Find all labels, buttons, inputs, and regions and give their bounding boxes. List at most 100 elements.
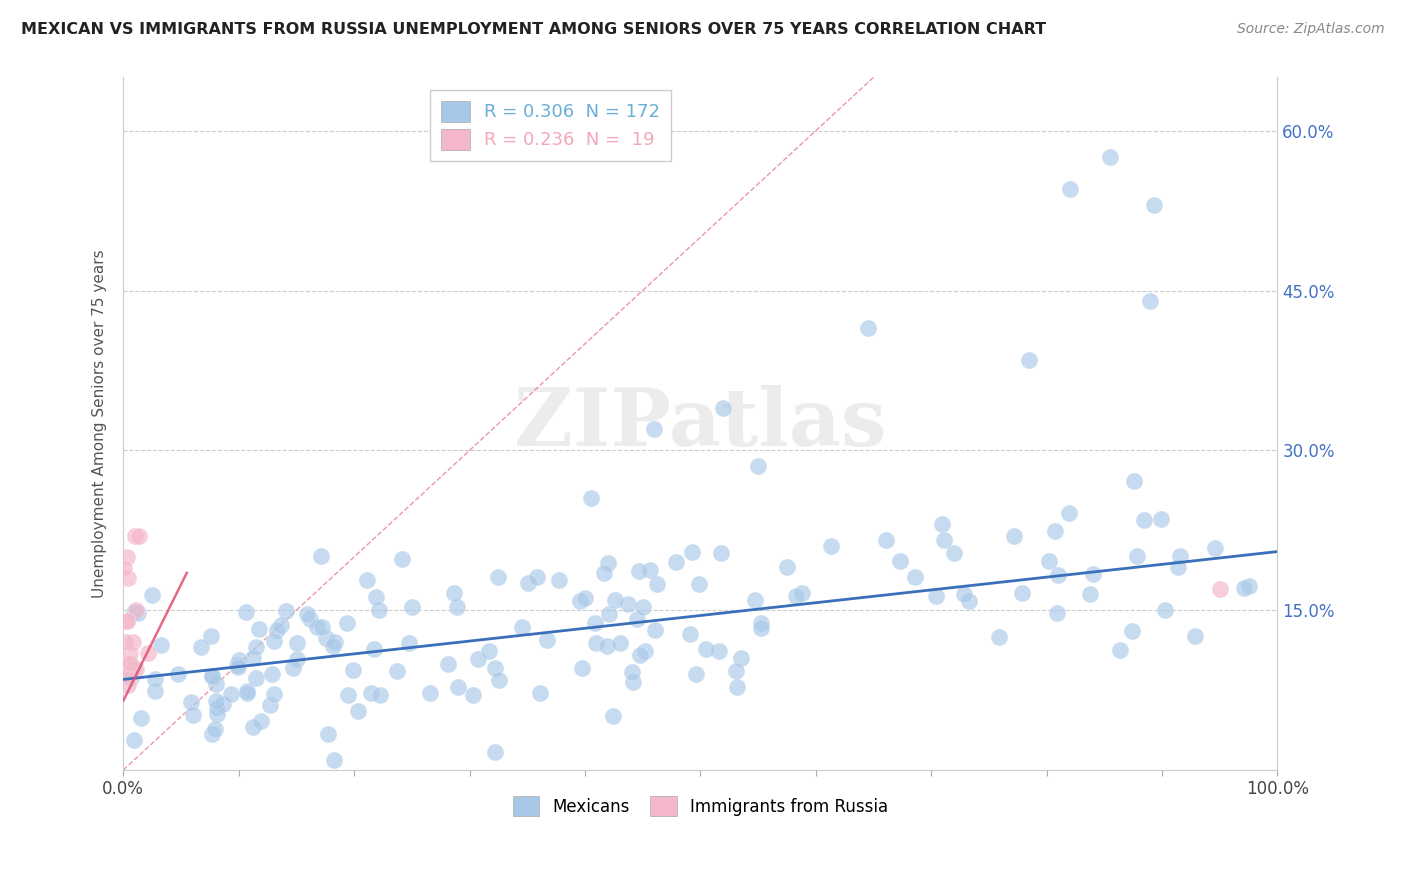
Point bbox=[125, 662, 148, 676]
Point bbox=[115, 549, 138, 564]
Point bbox=[792, 586, 814, 600]
Point bbox=[685, 667, 707, 681]
Point bbox=[122, 635, 145, 649]
Point bbox=[1168, 549, 1191, 564]
Point bbox=[679, 627, 702, 641]
Point bbox=[150, 638, 173, 652]
Point bbox=[1122, 474, 1144, 488]
Text: Source: ZipAtlas.com: Source: ZipAtlas.com bbox=[1237, 22, 1385, 37]
Point bbox=[478, 644, 501, 658]
Point bbox=[212, 697, 235, 711]
Point bbox=[245, 671, 267, 685]
Point bbox=[517, 576, 540, 591]
Point bbox=[315, 631, 337, 645]
Point bbox=[200, 629, 222, 643]
Point bbox=[579, 491, 602, 506]
Point bbox=[942, 545, 965, 559]
Point bbox=[1057, 506, 1080, 520]
Point bbox=[510, 620, 533, 634]
Point bbox=[114, 657, 136, 671]
Point bbox=[709, 546, 731, 560]
Point bbox=[117, 571, 139, 585]
Point bbox=[749, 621, 772, 635]
Point bbox=[631, 599, 654, 614]
Point bbox=[138, 646, 160, 660]
Point bbox=[242, 720, 264, 734]
Point bbox=[391, 552, 413, 566]
Point bbox=[486, 570, 509, 584]
Point bbox=[461, 688, 484, 702]
Point bbox=[114, 667, 136, 681]
Point bbox=[730, 651, 752, 665]
Point bbox=[436, 657, 458, 672]
Point bbox=[609, 636, 631, 650]
Point bbox=[263, 687, 285, 701]
Point bbox=[1150, 512, 1173, 526]
Point bbox=[776, 560, 799, 574]
Point bbox=[583, 615, 606, 630]
Point bbox=[1059, 182, 1081, 196]
Point bbox=[957, 594, 980, 608]
Text: MEXICAN VS IMMIGRANTS FROM RUSSIA UNEMPLOYMENT AMONG SENIORS OVER 75 YEARS CORRE: MEXICAN VS IMMIGRANTS FROM RUSSIA UNEMPL… bbox=[21, 22, 1046, 37]
Point bbox=[665, 555, 688, 569]
Point bbox=[120, 671, 142, 685]
Point bbox=[645, 577, 668, 591]
Point bbox=[143, 672, 166, 686]
Point bbox=[446, 680, 468, 694]
Point bbox=[688, 576, 710, 591]
Point bbox=[709, 643, 731, 657]
Point bbox=[602, 709, 624, 723]
Point bbox=[228, 660, 250, 674]
Point bbox=[725, 681, 748, 695]
Point bbox=[122, 733, 145, 747]
Point bbox=[724, 664, 747, 678]
Point bbox=[122, 605, 145, 619]
Point bbox=[363, 642, 385, 657]
Point bbox=[1011, 586, 1033, 600]
Point bbox=[596, 640, 619, 654]
Point bbox=[621, 674, 644, 689]
Point bbox=[201, 727, 224, 741]
Point bbox=[681, 545, 703, 559]
Point bbox=[488, 673, 510, 688]
Point bbox=[336, 615, 359, 630]
Point bbox=[270, 617, 292, 632]
Point bbox=[446, 599, 468, 614]
Point bbox=[205, 701, 228, 715]
Point bbox=[628, 648, 651, 662]
Point bbox=[311, 549, 333, 563]
Point bbox=[115, 635, 138, 649]
Point bbox=[626, 612, 648, 626]
Point bbox=[228, 652, 250, 666]
Point bbox=[167, 667, 190, 681]
Text: ZIPatlas: ZIPatlas bbox=[515, 384, 886, 463]
Point bbox=[1108, 642, 1130, 657]
Point bbox=[1204, 541, 1226, 555]
Y-axis label: Unemployment Among Seniors over 75 years: Unemployment Among Seniors over 75 years bbox=[93, 250, 107, 598]
Point bbox=[143, 684, 166, 698]
Point bbox=[122, 661, 145, 675]
Point bbox=[236, 683, 259, 698]
Point bbox=[1208, 582, 1230, 596]
Point bbox=[311, 620, 333, 634]
Point bbox=[305, 620, 328, 634]
Point bbox=[190, 640, 212, 655]
Point bbox=[548, 574, 571, 588]
Point bbox=[205, 707, 228, 722]
Point bbox=[285, 652, 308, 666]
Point bbox=[484, 745, 506, 759]
Point bbox=[226, 657, 249, 672]
Point bbox=[141, 588, 163, 602]
Point bbox=[235, 605, 257, 619]
Point bbox=[634, 644, 657, 658]
Point bbox=[235, 686, 257, 700]
Point bbox=[297, 607, 319, 621]
Point bbox=[118, 657, 141, 671]
Point bbox=[346, 705, 368, 719]
Point bbox=[526, 570, 548, 584]
Point bbox=[281, 661, 304, 675]
Point bbox=[443, 586, 465, 600]
Point bbox=[1233, 582, 1256, 596]
Point bbox=[1081, 566, 1104, 581]
Point bbox=[242, 651, 264, 665]
